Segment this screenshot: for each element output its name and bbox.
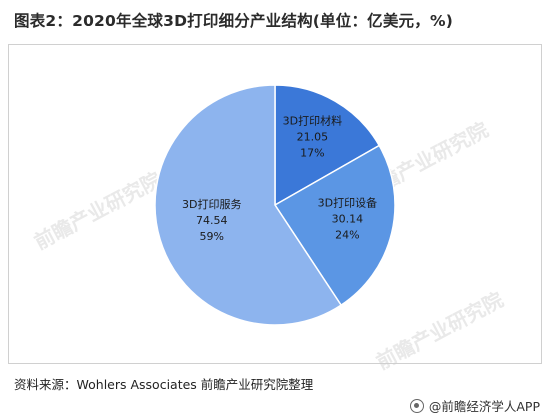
slice-percent-2: 24% [335, 228, 359, 241]
slice-percent-1: 17% [300, 147, 324, 160]
pie-slice-2 [273, 144, 396, 307]
chart-title: 图表2：2020年全球3D打印细分产业结构(单位：亿美元，%) [14, 12, 453, 30]
slice-value-1: 21.05 [297, 131, 329, 144]
brand-label: @前瞻经济学人APP [428, 399, 540, 414]
slice-value-3: 74.54 [196, 214, 228, 227]
slice-label-1: 3D打印材料 [283, 114, 342, 128]
slice-label-2: 3D打印设备 [318, 195, 377, 209]
slice-percent-3: 59% [200, 230, 224, 243]
source-note: 资料来源：Wohlers Associates 前瞻产业研究院整理 [14, 377, 314, 392]
pie-slices [154, 84, 396, 326]
slice-value-2: 30.14 [332, 212, 364, 225]
slice-label-3: 3D打印服务 [182, 197, 241, 211]
pie-labels: 3D打印材料 21.05 17% 3D打印设备 30.14 24% 3D打印服务 74.54 5… [182, 114, 377, 243]
pie-slice-1 [274, 84, 381, 207]
brand-footer: @前瞻经济学人APP [409, 396, 540, 415]
pie-slice-3 [154, 84, 343, 326]
brand-logo-icon [409, 398, 424, 413]
